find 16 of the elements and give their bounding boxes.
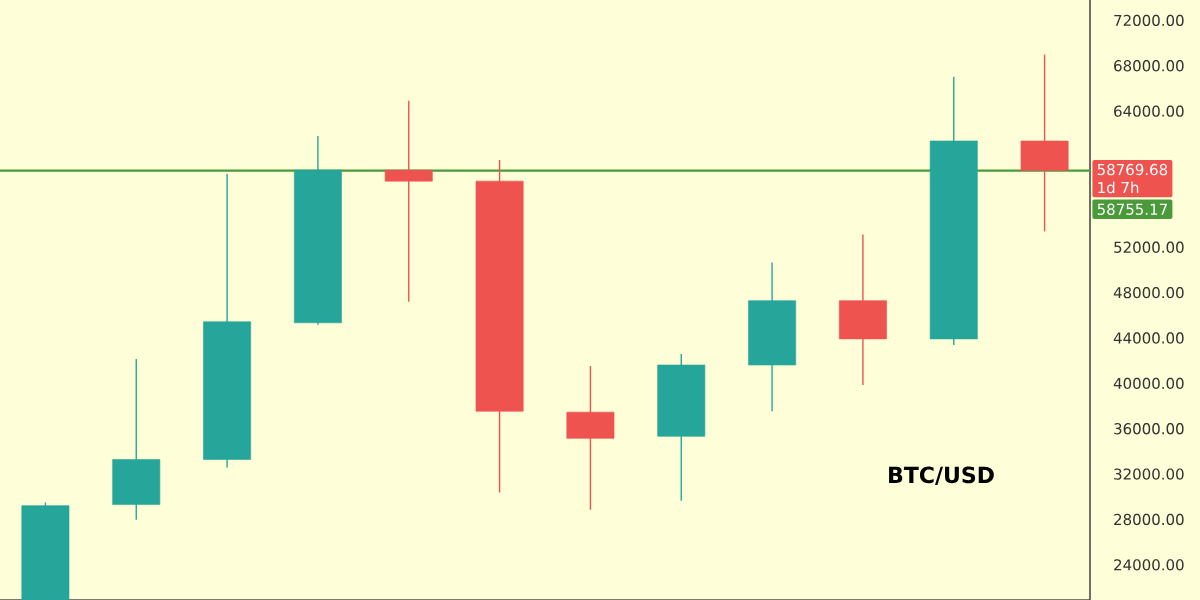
text: 1d 7h <box>1098 181 1139 194</box>
ref-line-label: 58755.17 <box>1097 203 1167 215</box>
y-tick-label: 32000.00 <box>1114 468 1184 480</box>
y-tick-label: 68000.00 <box>1114 60 1184 72</box>
y-tick-label: 44000.00 <box>1113 332 1184 344</box>
y-tick-label: 36000.00 <box>1114 423 1184 435</box>
candlestick <box>384 100 433 303</box>
y-tick-label: 72000.00 <box>1114 14 1184 27</box>
y-tick-label: 48000.00 <box>1113 286 1184 299</box>
y-tick-label: 52000.00 <box>1114 241 1184 253</box>
text: 58769.68 <box>1097 163 1168 176</box>
annotation: BTC/USD <box>889 466 994 485</box>
y-tick-label: 40000.00 <box>1113 377 1184 390</box>
y-tick-label: 28000.00 <box>1114 513 1184 526</box>
y-tick-label: 64000.00 <box>1114 105 1184 117</box>
y-tick-label: 24000.00 <box>1114 559 1184 571</box>
